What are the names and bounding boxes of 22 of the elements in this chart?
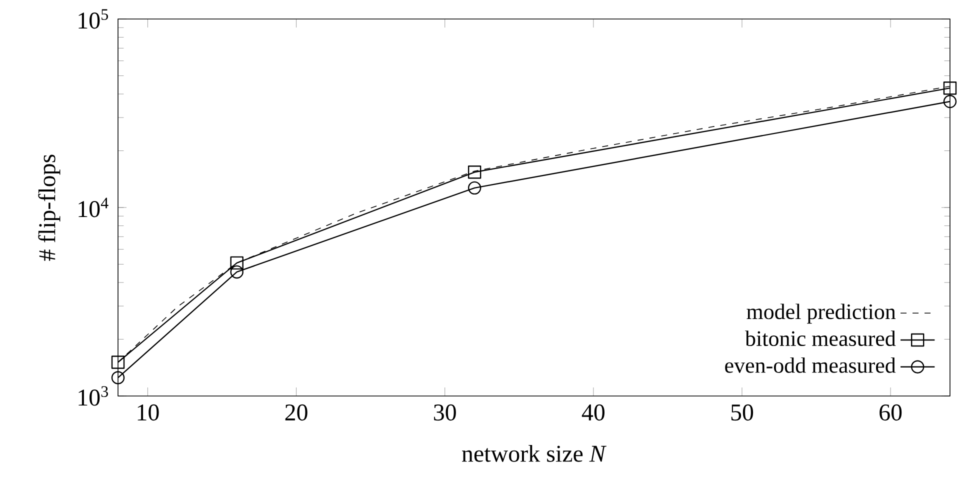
point [943,94,957,108]
point [943,81,957,95]
x-tick-label: 30 [434,404,456,421]
legend-label: bitonic measured [745,330,896,346]
x-tick-label: 10 [138,404,159,421]
point [111,356,125,369]
x-tick-label: 50 [731,404,754,421]
y-tick-label: 10$^{3}$ [78,386,108,406]
x-tick-label: 40 [582,404,604,421]
y-tick-label: 10$^{4}$ [78,198,108,218]
point [468,166,482,179]
y-axis-title: # flip-flops [38,154,60,261]
x-tick-label: 60 [880,404,902,421]
x-tick-label: 20 [285,404,308,421]
point [111,371,125,384]
point [230,265,244,279]
point [230,256,244,270]
point [468,181,482,195]
legend-label: model prediction [746,304,896,324]
y-tick-label: 10$^{5}$ [78,9,108,29]
x-axis-title: network size N [462,444,607,462]
legend-label: even-odd measured [725,357,896,373]
